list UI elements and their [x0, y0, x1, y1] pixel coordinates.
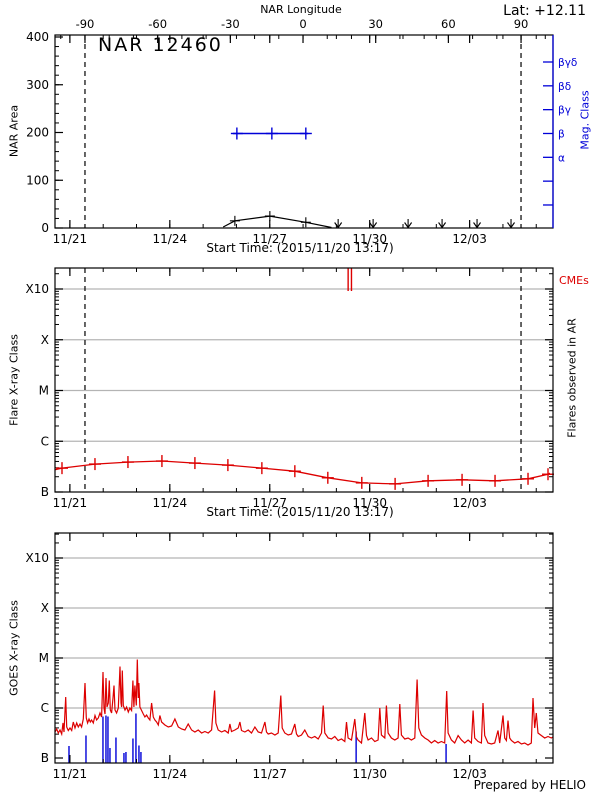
- svg-text:11/30: 11/30: [352, 496, 387, 510]
- svg-text:100: 100: [26, 173, 49, 187]
- svg-text:11/24: 11/24: [153, 767, 188, 781]
- svg-text:B: B: [41, 485, 49, 499]
- latitude-label: Lat: +12.11: [503, 3, 586, 19]
- svg-text:βγ: βγ: [558, 105, 571, 117]
- flare-xray-panel: B C M X X10 11/21 11/24 11/27 11/30 12/03: [26, 267, 555, 510]
- mag-class-axis-label: Mag. Class: [578, 90, 592, 150]
- svg-text:400: 400: [26, 30, 49, 44]
- svg-text:-60: -60: [148, 17, 167, 31]
- flares-observed-label: Flares observed in AR: [565, 318, 579, 438]
- svg-text:11/24: 11/24: [153, 232, 188, 246]
- svg-text:11/27: 11/27: [252, 767, 287, 781]
- svg-text:C: C: [41, 434, 49, 448]
- svg-text:X10: X10: [26, 282, 50, 296]
- svg-text:60: 60: [441, 17, 456, 31]
- nar-area-panel: 11/21 11/24 11/27 11/30 12/030100200300400-9…: [26, 17, 577, 246]
- ar-title: NAR 12460: [98, 34, 223, 56]
- svg-text:11/24: 11/24: [153, 496, 188, 510]
- svg-text:12/03: 12/03: [452, 232, 487, 246]
- svg-text:M: M: [39, 651, 49, 665]
- goes-series: [54, 659, 554, 746]
- svg-text:X: X: [41, 333, 49, 347]
- svg-text:X10: X10: [26, 551, 50, 565]
- longitude-axis-title: NAR Longitude: [260, 3, 342, 16]
- svg-text:βγδ: βγδ: [558, 57, 577, 69]
- svg-text:0: 0: [299, 17, 306, 31]
- svg-text:α: α: [558, 152, 565, 164]
- svg-text:11/21: 11/21: [53, 232, 88, 246]
- goes-axis-label: GOES X-ray Class: [7, 600, 21, 696]
- goes-xray-panel: B C M X X10 11/21 11/24 11/27 11/30 12/03: [26, 532, 554, 781]
- nar-area-axis-label: NAR Area: [7, 104, 21, 158]
- svg-text:11/21: 11/21: [53, 496, 88, 510]
- svg-text:12/03: 12/03: [452, 496, 487, 510]
- start-time-caption-middle: Start Time: (2015/11/20 13:17): [206, 505, 394, 519]
- prepared-by-label: Prepared by HELIO: [473, 778, 586, 792]
- svg-text:M: M: [39, 384, 49, 398]
- svg-text:11/30: 11/30: [352, 232, 387, 246]
- svg-text:200: 200: [26, 126, 49, 140]
- svg-text:11/27: 11/27: [252, 496, 287, 510]
- svg-text:C: C: [41, 701, 49, 715]
- svg-text:βδ: βδ: [558, 81, 571, 93]
- svg-text:12/03: 12/03: [452, 767, 487, 781]
- svg-text:11/30: 11/30: [352, 767, 387, 781]
- svg-text:30: 30: [368, 17, 383, 31]
- svg-text:-30: -30: [221, 17, 240, 31]
- svg-text:β: β: [558, 128, 565, 140]
- svg-text:90: 90: [514, 17, 529, 31]
- svg-text:X: X: [41, 601, 49, 615]
- nar-area-series: [222, 215, 332, 229]
- flare-series: [54, 460, 551, 485]
- start-time-caption-top: Start Time: (2015/11/20 13:17): [206, 241, 394, 255]
- svg-text:300: 300: [26, 78, 49, 92]
- svg-text:11/21: 11/21: [53, 767, 88, 781]
- svg-text:0: 0: [41, 221, 49, 235]
- svg-text:11/27: 11/27: [252, 232, 287, 246]
- flare-axis-label: Flare X-ray Class: [7, 334, 21, 426]
- svg-text:B: B: [41, 751, 49, 765]
- svg-text:-90: -90: [76, 17, 95, 31]
- cmes-label: CMEs: [559, 274, 589, 287]
